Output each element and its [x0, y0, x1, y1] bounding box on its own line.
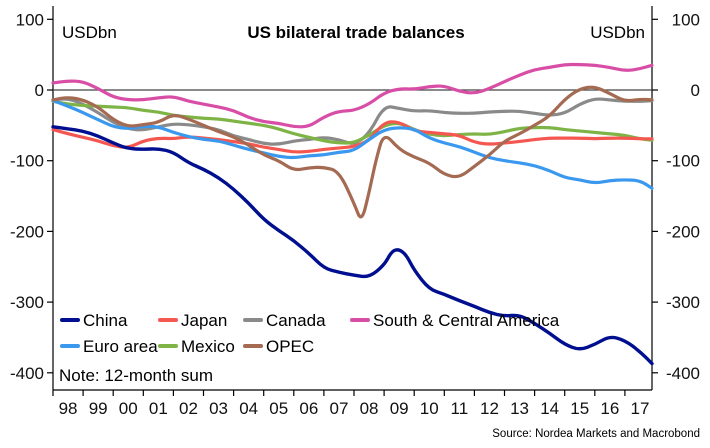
y-right-tick-label: -200 [666, 222, 700, 241]
x-tick-label: 07 [329, 399, 348, 418]
y-axis-right-ticks: 100 0 -100 -200 -300 -400 [652, 10, 700, 383]
y-left-tick-label: 0 [35, 81, 44, 100]
x-tick-label: 00 [119, 399, 138, 418]
x-tick-label: 14 [540, 399, 559, 418]
y-left-tick-label: -400 [10, 364, 44, 383]
legend-label-opec: OPEC [266, 337, 314, 356]
series-line-south-central-america [51, 62, 654, 129]
x-tick-label: 98 [59, 399, 78, 418]
chart-note: Note: 12-month sum [59, 366, 213, 385]
y-axis-left-ticks: 100 0 -100 -200 -300 -400 [10, 10, 53, 383]
series-line-mexico [51, 99, 654, 145]
chart-source: Source: Nordea Markets and Macrobond [492, 428, 700, 440]
y-left-tick-label: -300 [10, 293, 44, 312]
x-tick-label: 10 [420, 399, 439, 418]
y-right-tick-label: 0 [691, 81, 700, 100]
x-tick-label: 08 [360, 399, 379, 418]
x-tick-label: 09 [390, 399, 409, 418]
x-tick-label: 16 [600, 399, 619, 418]
x-tick-label: 01 [149, 399, 168, 418]
x-tick-label: 06 [299, 399, 318, 418]
x-tick-label: 04 [239, 399, 258, 418]
legend: China Japan Canada South & Central America E… [60, 311, 560, 356]
series-line-opec [51, 85, 654, 219]
y-left-tick-label: -200 [10, 222, 44, 241]
x-tick-label: 13 [510, 399, 529, 418]
legend-label-south-central-america: South & Central America [373, 311, 560, 330]
series-line-euro-area [51, 99, 654, 190]
x-tick-label: 11 [451, 399, 469, 418]
chart-title: US bilateral trade balances [247, 23, 464, 42]
y-axis-left-unit: USDbn [62, 23, 117, 42]
x-axis-ticks: 98 99 00 01 02 03 04 05 06 07 08 09 10 11 12 13 14 15 16 17 [52, 390, 649, 418]
x-tick-label: 05 [269, 399, 288, 418]
y-right-tick-label: -100 [666, 152, 700, 171]
x-tick-label: 15 [570, 399, 589, 418]
y-left-tick-label: -100 [10, 152, 44, 171]
series-line-china [51, 125, 654, 366]
legend-label-mexico: Mexico [181, 337, 235, 356]
y-left-tick-label: 100 [16, 10, 44, 29]
series-line-japan [51, 120, 654, 154]
legend-label-japan: Japan [181, 311, 227, 330]
y-axis-right-unit: USDbn [590, 23, 645, 42]
legend-label-canada: Canada [266, 311, 326, 330]
y-right-tick-label: -400 [666, 364, 700, 383]
x-tick-label: 12 [480, 399, 499, 418]
x-tick-label: 02 [179, 399, 198, 418]
legend-label-euro-area: Euro area [83, 337, 158, 356]
x-tick-label: 99 [89, 399, 108, 418]
plot-frame [52, 6, 653, 391]
series-lines [51, 62, 654, 366]
x-tick-label: 03 [209, 399, 228, 418]
x-tick-label: 17 [630, 399, 649, 418]
y-right-tick-label: 100 [672, 10, 700, 29]
legend-label-china: China [83, 311, 128, 330]
y-right-tick-label: -300 [666, 293, 700, 312]
